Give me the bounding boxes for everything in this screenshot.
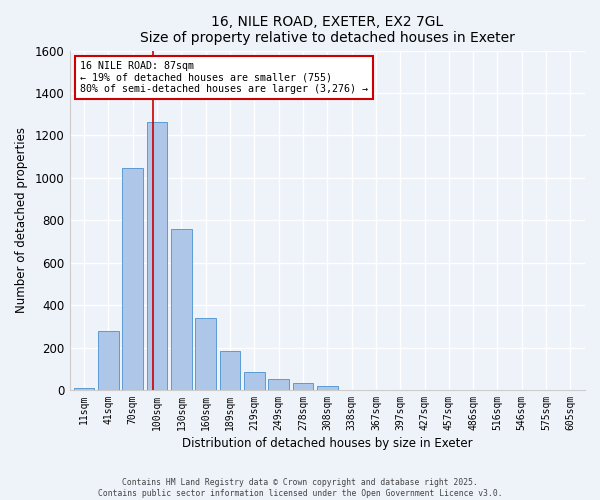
Bar xyxy=(74,388,94,390)
Bar xyxy=(171,228,192,390)
Bar xyxy=(98,330,119,390)
Text: 16 NILE ROAD: 87sqm
← 19% of detached houses are smaller (755)
80% of semi-detac: 16 NILE ROAD: 87sqm ← 19% of detached ho… xyxy=(80,60,368,94)
Bar xyxy=(220,350,241,390)
Bar xyxy=(196,318,216,390)
Bar xyxy=(268,380,289,390)
Y-axis label: Number of detached properties: Number of detached properties xyxy=(15,127,28,313)
Bar xyxy=(244,372,265,390)
Bar xyxy=(122,168,143,390)
Title: 16, NILE ROAD, EXETER, EX2 7GL
Size of property relative to detached houses in E: 16, NILE ROAD, EXETER, EX2 7GL Size of p… xyxy=(140,15,515,45)
Bar xyxy=(293,382,313,390)
Bar xyxy=(317,386,338,390)
Text: Contains HM Land Registry data © Crown copyright and database right 2025.
Contai: Contains HM Land Registry data © Crown c… xyxy=(98,478,502,498)
Bar xyxy=(147,122,167,390)
X-axis label: Distribution of detached houses by size in Exeter: Distribution of detached houses by size … xyxy=(182,437,473,450)
